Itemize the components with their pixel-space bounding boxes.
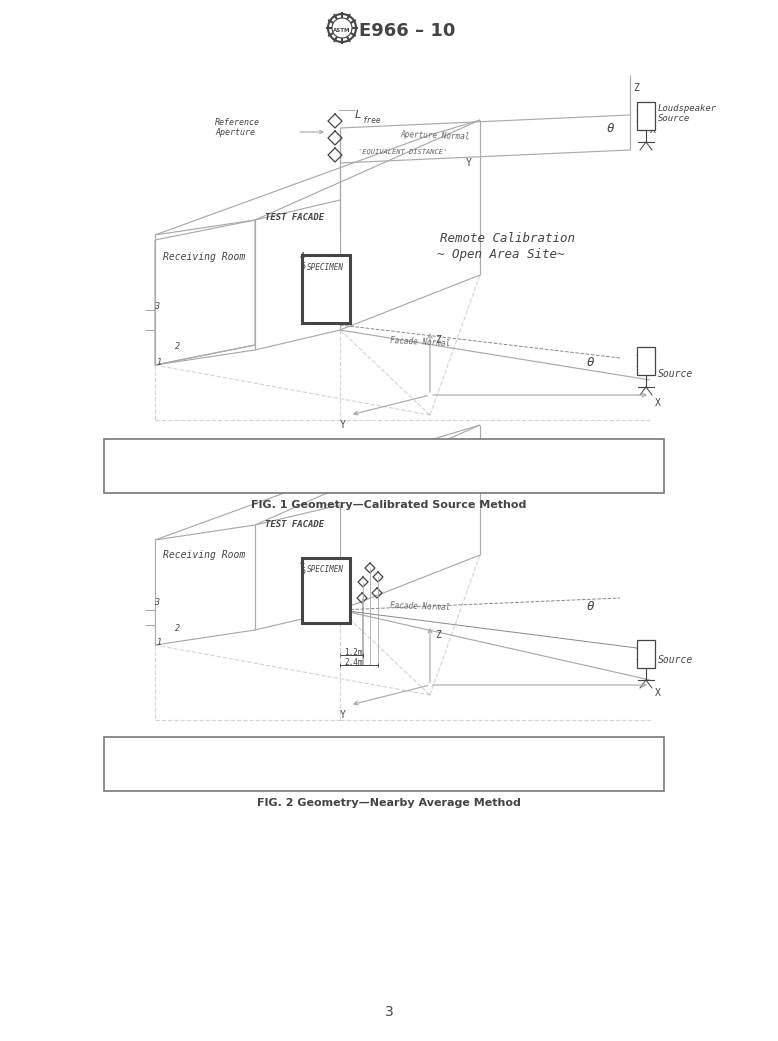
Text: near: near [302, 765, 329, 775]
Text: Z: Z [435, 335, 441, 345]
Text: 2.4m: 2.4m [344, 658, 363, 667]
Text: TEST FACADE: TEST FACADE [265, 520, 324, 529]
Text: 1: 1 [157, 358, 162, 367]
Bar [302, 558, 350, 623]
Text: Receiving Room: Receiving Room [163, 550, 245, 560]
Text: in: in [372, 765, 386, 775]
Text: Y: Y [466, 158, 472, 168]
Bar [637, 102, 655, 130]
Text: Facade Normal: Facade Normal [390, 336, 450, 348]
Text: TEST FACADE: TEST FACADE [265, 213, 324, 222]
Text: 4: 4 [300, 252, 305, 261]
Text: θ: θ [587, 356, 594, 369]
Text: 5: 5 [300, 567, 305, 576]
Text: Y: Y [340, 420, 346, 430]
Text: Source: Source [658, 369, 693, 379]
Text: ASTM: ASTM [333, 27, 351, 32]
Text: Receiving Room: Receiving Room [163, 252, 245, 262]
Text: E966 – 10: E966 – 10 [359, 22, 455, 40]
Text: Z: Z [435, 630, 441, 640]
Text: − L: − L [337, 453, 367, 471]
Text: X: X [650, 125, 656, 135]
Text: L: L [355, 110, 362, 120]
Text: in: in [372, 467, 386, 477]
Text: 2: 2 [175, 624, 180, 633]
Text: .   (Eq. 3.): . (Eq. 3.) [392, 453, 512, 471]
Text: Z: Z [633, 83, 639, 93]
FancyBboxPatch shape [104, 737, 664, 791]
Text: 4: 4 [300, 558, 305, 567]
FancyBboxPatch shape [104, 439, 664, 493]
Bar [637, 640, 655, 668]
Text: Remote Calibration: Remote Calibration [440, 232, 575, 245]
Text: ~ Open Area Site~: ~ Open Area Site~ [437, 248, 565, 261]
Text: ΔINR(θ) = L: ΔINR(θ) = L [120, 751, 230, 769]
Text: 1: 1 [157, 638, 162, 648]
Text: Aperture: Aperture [215, 128, 255, 137]
Text: ΔINR(θ) = L: ΔINR(θ) = L [120, 453, 230, 471]
Text: 1.2m: 1.2m [344, 648, 363, 657]
Text: Source: Source [658, 655, 693, 665]
Text: Loudspeaker: Loudspeaker [658, 104, 717, 113]
Text: X: X [655, 398, 661, 408]
Text: − 2dB.     (Eq. 4.): − 2dB. (Eq. 4.) [392, 751, 582, 769]
Text: − L: − L [337, 751, 367, 769]
Bar [302, 255, 350, 323]
Text: Aperture Normal: Aperture Normal [400, 130, 470, 142]
Bar [637, 347, 655, 375]
Text: 3: 3 [154, 598, 159, 607]
Text: FIG. 2 Geometry—Nearby Average Method: FIG. 2 Geometry—Nearby Average Method [257, 798, 521, 808]
Text: 2: 2 [175, 342, 180, 351]
Text: Facade Normal: Facade Normal [390, 601, 450, 612]
Text: Y: Y [340, 710, 346, 720]
Text: free: free [302, 467, 329, 477]
Text: 3: 3 [154, 302, 159, 311]
Text: free: free [362, 116, 380, 125]
Text: FIG. 1 Geometry—Calibrated Source Method: FIG. 1 Geometry—Calibrated Source Method [251, 500, 527, 510]
Text: X: X [655, 688, 661, 699]
Text: θ: θ [607, 122, 615, 135]
Text: Source: Source [658, 115, 690, 123]
Text: SPECIMEN: SPECIMEN [307, 263, 344, 272]
Text: 3: 3 [384, 1005, 394, 1019]
Text: Reference: Reference [215, 118, 260, 127]
Text: 5: 5 [300, 262, 305, 271]
Text: SPECIMEN: SPECIMEN [307, 565, 344, 574]
Text: θ: θ [587, 600, 594, 613]
Text: 'EQUIVALENT DISTANCE': 'EQUIVALENT DISTANCE' [358, 148, 447, 154]
